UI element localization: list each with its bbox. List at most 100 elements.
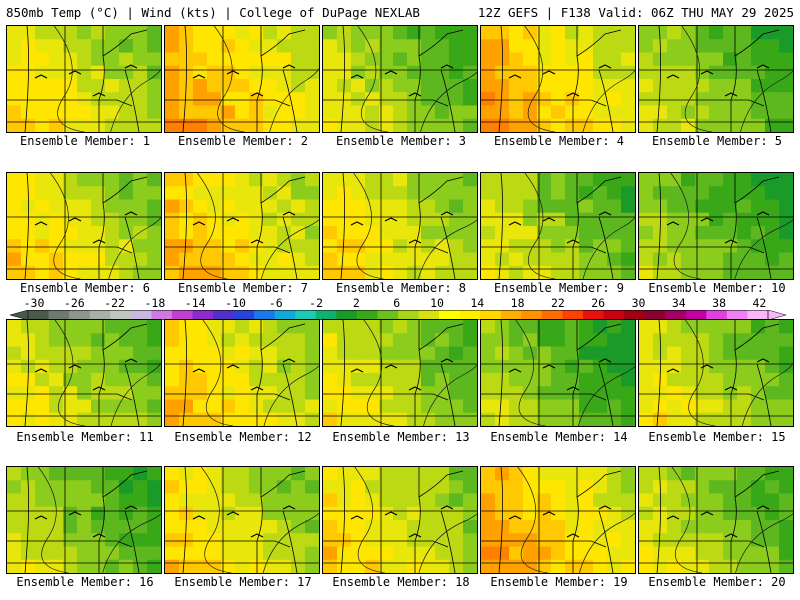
ensemble-member-caption: Ensemble Member: 12 [174, 430, 312, 444]
state-borders [481, 320, 635, 426]
state-borders [323, 173, 477, 279]
wind-barbs [192, 505, 296, 538]
colorbar-bin [562, 310, 584, 320]
state-borders [639, 467, 793, 573]
ensemble-member-map [322, 466, 478, 574]
wind-barbs [666, 64, 770, 97]
temperature-field [481, 467, 635, 573]
colorbar-bin [439, 310, 461, 320]
colorbar-bin [110, 310, 132, 320]
height-contours [53, 26, 161, 132]
ensemble-member-caption: Ensemble Member: 18 [332, 575, 470, 589]
temperature-field [7, 320, 161, 426]
colorbar-bin [726, 310, 748, 320]
ensemble-member-map [6, 319, 162, 427]
ensemble-member-map [164, 172, 320, 280]
temperature-field [7, 173, 161, 279]
wind-barbs [350, 64, 454, 97]
colorbar-bin [295, 310, 317, 320]
height-contours [681, 26, 793, 132]
state-borders [481, 467, 635, 573]
state-borders [481, 26, 635, 132]
ensemble-member-map [638, 25, 794, 133]
state-borders [323, 320, 477, 426]
colorbar-bin [521, 310, 543, 320]
ensemble-member-caption: Ensemble Member: 13 [332, 430, 470, 444]
ensemble-member-caption: Ensemble Member: 19 [490, 575, 628, 589]
colorbar-bin [48, 310, 70, 320]
temperature-field [481, 26, 635, 132]
colorbar-tick-label: -18 [144, 296, 166, 310]
ensemble-member-caption: Ensemble Member: 10 [648, 281, 786, 295]
height-contours [202, 320, 319, 426]
wind-barbs [192, 211, 296, 244]
temperature-field [639, 320, 793, 426]
ensemble-member-map [638, 319, 794, 427]
ensemble-member-caption: Ensemble Member: 1 [19, 134, 151, 148]
colorbar-tick-label: 10 [430, 296, 444, 310]
colorbar-tick-label: -30 [23, 296, 45, 310]
wind-barbs [350, 358, 454, 391]
colorbar-bin [480, 310, 502, 320]
colorbar-bin [315, 310, 337, 320]
colorbar-bin [130, 310, 152, 320]
height-contours [197, 173, 319, 279]
height-contours [524, 26, 635, 132]
ensemble-member-caption: Ensemble Member: 15 [648, 430, 786, 444]
ensemble-member-map [638, 466, 794, 574]
wind-barbs [508, 64, 612, 97]
state-borders [639, 26, 793, 132]
ensemble-member-caption: Ensemble Member: 2 [177, 134, 309, 148]
temperature-colorbar [10, 310, 786, 320]
colorbar-bin [336, 310, 358, 320]
colorbar-tick-label: -6 [268, 296, 283, 310]
colorbar-bin [171, 310, 193, 320]
ensemble-member-map [322, 319, 478, 427]
state-borders [165, 173, 319, 279]
height-contours [38, 467, 161, 573]
ensemble-member-caption: Ensemble Member: 20 [648, 575, 786, 589]
ensemble-member-map [6, 172, 162, 280]
temperature-field [7, 26, 161, 132]
colorbar-bin [624, 310, 646, 320]
colorbar-bin [603, 310, 625, 320]
colorbar-tick-label: 38 [712, 296, 727, 310]
colorbar-bin [356, 310, 378, 320]
ensemble-member-map [322, 25, 478, 133]
height-contours [671, 467, 793, 573]
ensemble-member-caption: Ensemble Member: 11 [16, 430, 154, 444]
ensemble-member-caption: Ensemble Member: 16 [16, 575, 154, 589]
temperature-field [7, 467, 161, 573]
temperature-field [323, 320, 477, 426]
temperature-field [639, 173, 793, 279]
ensemble-member-map [6, 25, 162, 133]
temperature-field [639, 467, 793, 573]
ensemble-member-caption: Ensemble Member: 3 [335, 134, 467, 148]
temperature-field [639, 26, 793, 132]
colorbar-bin [28, 310, 50, 320]
wind-barbs [508, 358, 612, 391]
colorbar-tick-label: 14 [470, 296, 485, 310]
colorbar-bin [377, 310, 399, 320]
colorbar-tick-label: 6 [393, 296, 401, 310]
wind-barbs [34, 358, 138, 391]
colorbar-tick-label: 26 [591, 296, 606, 310]
state-borders [639, 173, 793, 279]
wind-barbs [508, 505, 612, 538]
colorbar-bin [418, 310, 440, 320]
colorbar-bin [685, 310, 707, 320]
colorbar-tick-label: 30 [631, 296, 646, 310]
ensemble-member-map [638, 172, 794, 280]
ensemble-member-caption: Ensemble Member: 17 [174, 575, 312, 589]
colorbar-bin [747, 310, 769, 320]
colorbar-tick-label: -26 [63, 296, 85, 310]
state-borders [481, 173, 635, 279]
ensemble-member-caption: Ensemble Member: 7 [177, 281, 309, 295]
ensemble-member-caption: Ensemble Member: 8 [335, 281, 467, 295]
colorbar-bin [151, 310, 173, 320]
colorbar-tick-label: 18 [510, 296, 525, 310]
colorbar-bin [583, 310, 605, 320]
height-contours [670, 173, 793, 279]
ensemble-member-map [480, 466, 636, 574]
state-borders [165, 26, 319, 132]
